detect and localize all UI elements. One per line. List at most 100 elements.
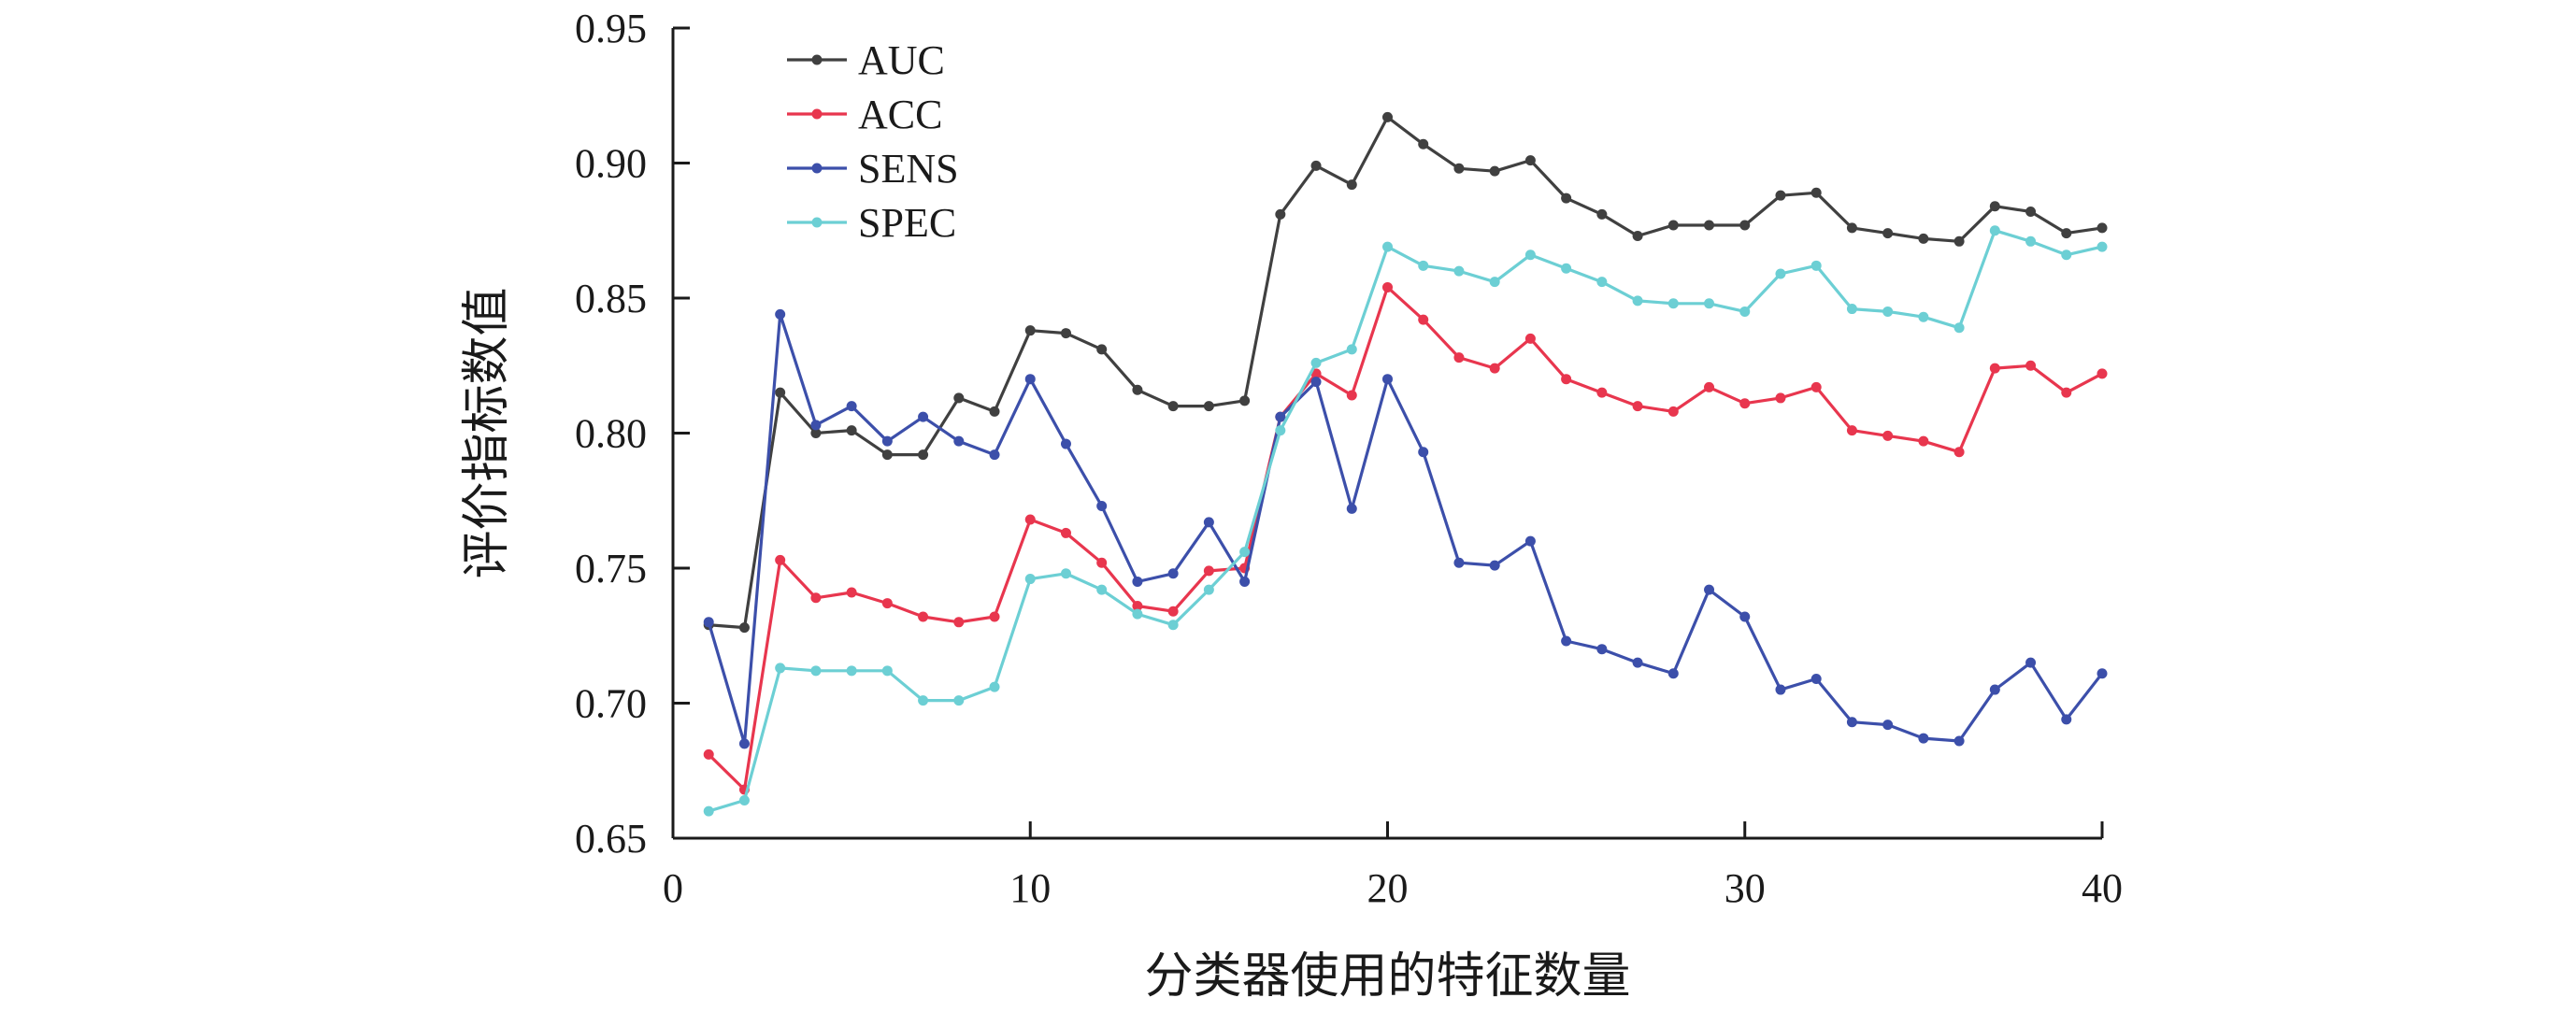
legend: AUC ACC SENS SPEC: [787, 37, 959, 246]
data-point: [1953, 447, 1965, 458]
data-point: [1846, 717, 1857, 728]
data-point: [2097, 668, 2108, 679]
data-point: [1704, 220, 1715, 231]
x-tick-label: 10: [1009, 865, 1051, 911]
data-point: [1346, 344, 1357, 355]
y-tick-label: 0.95: [575, 6, 647, 51]
data-point: [1453, 352, 1465, 363]
data-point: [775, 387, 786, 398]
data-point: [1739, 220, 1751, 231]
data-point: [1024, 514, 1036, 525]
data-point: [1846, 222, 1857, 234]
data-point: [1096, 344, 1108, 355]
data-point: [1096, 584, 1108, 595]
legend-item-auc: AUC: [787, 37, 945, 83]
data-point: [881, 449, 893, 461]
data-point: [881, 665, 893, 677]
data-point: [1561, 192, 1572, 204]
data-point: [1524, 249, 1536, 261]
y-tick-label: 0.85: [575, 276, 647, 321]
x-tick-label: 0: [663, 865, 683, 911]
data-point: [1953, 735, 1965, 747]
y-tick-label: 0.80: [575, 411, 647, 457]
data-point: [1060, 568, 1071, 579]
legend-marker: [811, 108, 823, 120]
data-point: [1989, 201, 2000, 212]
data-point: [703, 748, 714, 760]
data-point: [953, 435, 965, 447]
data-point: [1203, 565, 1214, 577]
data-point: [1453, 163, 1465, 174]
data-point: [1096, 557, 1108, 568]
series-line-auc: [708, 115, 2103, 630]
data-point: [1132, 576, 1143, 587]
data-point: [1096, 501, 1108, 512]
legend-item-sens: SENS: [787, 146, 959, 192]
data-point: [2025, 657, 2037, 668]
data-point: [2061, 387, 2072, 398]
data-point: [738, 738, 750, 749]
data-point: [1882, 228, 1894, 239]
data-point: [1704, 584, 1715, 595]
data-point: [1918, 733, 1929, 744]
y-tick-label: 0.65: [575, 816, 647, 862]
data-point: [1489, 277, 1500, 288]
data-point: [1275, 208, 1286, 220]
data-point: [1346, 390, 1357, 401]
data-point: [1275, 411, 1286, 422]
data-point: [1310, 357, 1322, 368]
data-point: [1489, 363, 1500, 374]
data-point: [881, 598, 893, 609]
data-point: [2025, 207, 2037, 218]
y-tick-label: 0.90: [575, 141, 647, 187]
y-tick-label: 0.75: [575, 546, 647, 592]
data-point: [2097, 368, 2108, 379]
data-point: [1060, 438, 1071, 449]
data-point: [1382, 374, 1393, 385]
data-point: [1596, 208, 1608, 220]
data-point: [1632, 231, 1643, 242]
legend-label: SENS: [858, 146, 959, 192]
data-point: [1810, 673, 1822, 684]
data-point: [1667, 668, 1679, 679]
data-point: [1489, 560, 1500, 571]
data-point: [1953, 235, 1965, 247]
data-point: [1453, 557, 1465, 568]
data-point: [2061, 249, 2072, 261]
data-point: [1418, 260, 1429, 271]
data-point: [2061, 228, 2072, 239]
data-point: [1310, 368, 1322, 379]
data-point: [775, 554, 786, 565]
data-point: [1775, 190, 1786, 201]
data-point: [2025, 360, 2037, 371]
data-point: [1775, 392, 1786, 404]
data-point: [918, 611, 929, 622]
data-point: [775, 663, 786, 674]
data-point: [1667, 298, 1679, 309]
y-ticks: 0.65 0.70 0.75 0.80 0.85 0.90 0.95: [575, 6, 690, 862]
data-point: [1810, 260, 1822, 271]
x-tick-label: 30: [1724, 865, 1766, 911]
data-point: [1203, 401, 1214, 412]
data-point: [1132, 384, 1143, 395]
data-point: [989, 449, 1000, 461]
data-point: [881, 435, 893, 447]
data-point: [1489, 165, 1500, 177]
data-point: [1132, 600, 1143, 611]
data-point: [1382, 281, 1393, 292]
data-point: [1167, 568, 1179, 579]
x-tick-label: 40: [2082, 865, 2123, 911]
data-point: [1810, 187, 1822, 198]
data-point: [1810, 381, 1822, 392]
data-point: [1203, 584, 1214, 595]
data-point: [1882, 306, 1894, 317]
data-point: [1739, 611, 1751, 622]
data-point: [846, 665, 857, 677]
data-point: [1382, 241, 1393, 252]
data-point: [775, 308, 786, 320]
y-tick-label: 0.70: [575, 681, 647, 727]
data-point: [1704, 298, 1715, 309]
data-point: [2061, 714, 2072, 725]
data-point: [1704, 381, 1715, 392]
data-point: [1024, 574, 1036, 585]
